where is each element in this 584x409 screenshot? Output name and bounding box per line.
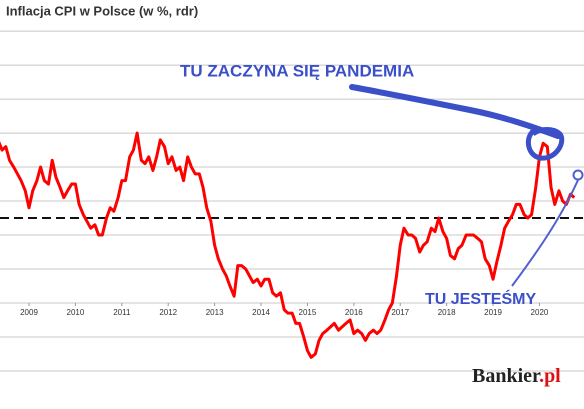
x-tick-label: 2016 (345, 308, 363, 317)
x-tick-label: 2018 (438, 308, 456, 317)
annotation-arrow (511, 179, 579, 287)
source-logo: Bankier.pl (472, 365, 561, 387)
x-tick-label: 2011 (113, 308, 131, 317)
x-tick-label: 2015 (299, 308, 317, 317)
annotation-circle (525, 127, 565, 161)
x-tick-label: 2009 (20, 308, 38, 317)
annotation-stroke (349, 84, 561, 139)
x-tick-label: 2010 (67, 308, 85, 317)
x-tick-label: 2017 (391, 308, 409, 317)
annotation-marker (572, 169, 584, 181)
x-tick-label: 2020 (531, 308, 549, 317)
data-line (0, 131, 576, 359)
source-domain: .pl (539, 365, 561, 387)
x-tick-label: 2014 (252, 308, 270, 317)
source-brand: Bankier (472, 365, 541, 387)
x-tick-label: 2019 (484, 308, 502, 317)
chart-title: Inflacja CPI w Polsce (w %, rdr) (6, 3, 198, 18)
x-tick-label: 2013 (206, 308, 224, 317)
x-tick-label: 2012 (159, 308, 177, 317)
annotation: TU ZACZYNA SIĘ PANDEMIA (180, 61, 414, 80)
plot-area: 2009 2010 2011 2012 2013 2014 2015 2016 2017 2018… (0, 30, 584, 372)
annotation: TU JESTEŚMY (425, 289, 536, 308)
